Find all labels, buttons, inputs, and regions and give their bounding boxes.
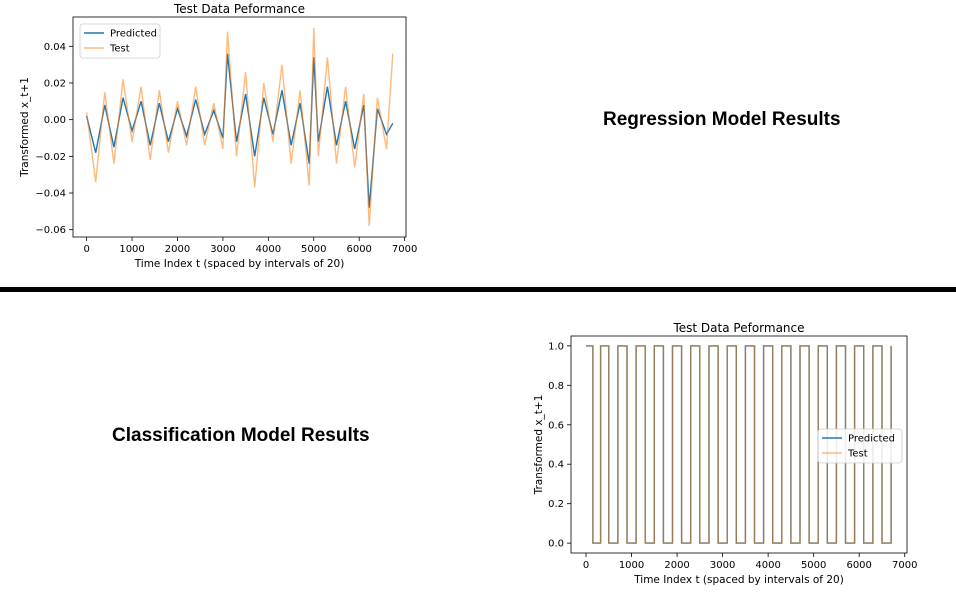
- x-tick-label: 3000: [710, 560, 735, 571]
- y-tick-label: 0.8: [548, 381, 564, 392]
- regression-results-label: Regression Model Results: [603, 109, 841, 130]
- classification-results-label: Classification Model Results: [112, 425, 370, 446]
- legend-label: Test: [109, 44, 130, 55]
- legend-label: Predicted: [848, 434, 895, 445]
- y-tick-label: 0.02: [44, 79, 66, 90]
- x-tick-label: 4000: [256, 244, 281, 255]
- x-tick-label: 0: [83, 244, 89, 255]
- y-tick-label: 0.04: [44, 42, 66, 53]
- x-tick-label: 6000: [846, 560, 871, 571]
- x-tick-label: 1000: [119, 244, 144, 255]
- x-tick-label: 7000: [892, 560, 917, 571]
- y-tick-label: −0.02: [35, 152, 66, 163]
- legend-label: Predicted: [110, 29, 157, 40]
- chart-title: Test Data Peformance: [173, 2, 305, 16]
- x-tick-label: 5000: [801, 560, 826, 571]
- series-line-test: [85, 27, 394, 227]
- y-tick-label: 0.6: [548, 420, 564, 431]
- x-tick-label: 7000: [392, 244, 417, 255]
- data-lines: [586, 345, 892, 544]
- x-tick-label: 3000: [210, 244, 235, 255]
- series-line-predicted: [85, 53, 394, 208]
- legend-label: Test: [847, 449, 868, 460]
- classification-chart: Test Data Peformance 0 1000 2000 3000 4000 500…: [533, 321, 917, 586]
- y-tick-label: 0.4: [548, 460, 564, 471]
- x-tick-label: 2000: [165, 244, 190, 255]
- x-tick-label: 2000: [664, 560, 689, 571]
- section-divider: [0, 287, 956, 292]
- y-tick-label: −0.06: [35, 225, 66, 236]
- y-tick-label: 0.0: [548, 539, 564, 550]
- x-axis-label: Time Index t (spaced by intervals of 20): [134, 258, 345, 270]
- x-tick-label: 4000: [755, 560, 780, 571]
- x-tick-label: 6000: [346, 244, 371, 255]
- y-tick-label: 0.00: [44, 115, 66, 126]
- y-axis-label: Transformed x_t+1: [533, 395, 545, 496]
- chart-title: Test Data Peformance: [672, 321, 804, 335]
- regression-chart: Test Data Peformance 0 1000 2000 3000 4000 500…: [19, 2, 417, 270]
- x-tick-label: 5000: [301, 244, 326, 255]
- plot-frame: [570, 335, 908, 554]
- series-line-test: [586, 345, 892, 544]
- x-tick-label: 0: [583, 560, 589, 571]
- data-lines: [85, 27, 394, 227]
- x-tick-label: 1000: [619, 560, 644, 571]
- y-tick-label: 0.2: [548, 499, 564, 510]
- y-tick-label: −0.04: [35, 189, 66, 200]
- y-tick-label: 1.0: [548, 341, 564, 352]
- plot-frame: [72, 16, 407, 238]
- y-axis-label: Transformed x_t+1: [19, 77, 31, 178]
- x-axis-label: Time Index t (spaced by intervals of 20): [633, 574, 844, 586]
